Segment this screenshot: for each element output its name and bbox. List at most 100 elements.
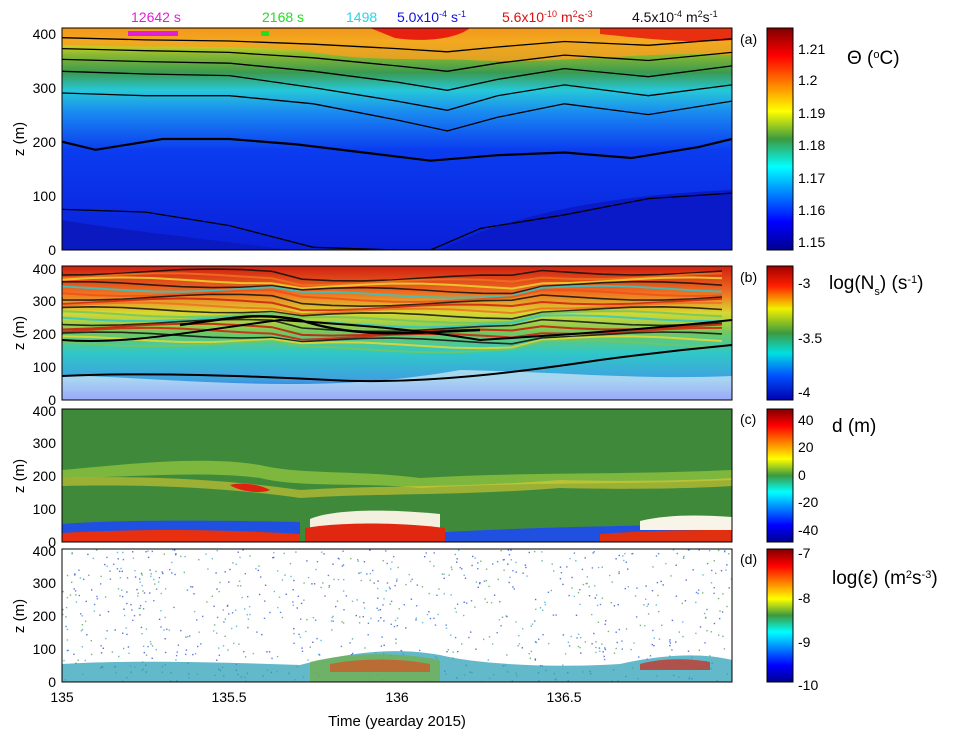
panel-d-speckle-dot <box>80 613 82 615</box>
panel-d-speckle-dot <box>580 636 582 639</box>
panel-d-speckle-dot <box>128 652 130 654</box>
colorbar-a: 1.21 1.2 1.19 1.18 1.17 1.16 1.15 Θ (oC) <box>766 27 900 251</box>
panel-d-speckle-dot <box>360 579 362 582</box>
panel-d-speckle-dot <box>660 580 662 583</box>
panel-d-speckle-dot <box>289 562 292 565</box>
panel-d-speckle-dot <box>695 591 698 594</box>
panel-d-speckle-dot <box>538 638 540 640</box>
panel-d-speckle-dot <box>382 560 384 562</box>
panel-d-speckle-dot <box>65 606 68 609</box>
panel-d-speckle-dot <box>216 588 218 590</box>
panel-d-speckle-dot <box>678 631 680 633</box>
panel-d-speckle-dot <box>603 655 605 658</box>
panel-b-stripe <box>62 331 723 345</box>
colorbar-c-label: d (m) <box>832 416 876 437</box>
panel-d-speckle-dot <box>723 648 726 650</box>
panel-d-speckle-dot <box>525 566 527 569</box>
panel-d-speckle-dot <box>338 558 340 560</box>
panel-d-speckle-dot <box>419 649 421 652</box>
panel-d-speckle-dot <box>618 571 620 573</box>
panel-d-speckle-dot <box>552 614 555 616</box>
panel-d-speckle-dot <box>84 659 86 662</box>
panel-d-speckle-dot <box>390 600 393 603</box>
panel-d-speckle-dot <box>322 582 324 584</box>
panel-d-speckle-dot <box>369 579 371 581</box>
panel-d-speckle-dot <box>710 582 713 584</box>
panel-d-speckle-dot <box>695 601 697 604</box>
panel-d-speckle-dot <box>306 560 308 562</box>
panel-d-speckle-dot <box>333 578 335 581</box>
panel-d-ylabel: z (m) <box>11 599 28 633</box>
panel-d-speckle-dot <box>224 635 226 637</box>
panel-d-speckle-dot <box>671 649 673 651</box>
panel-d-speckle-dot <box>312 641 314 643</box>
panel-d-speckle-dot <box>206 601 208 603</box>
panel-d-speckle-dot <box>429 617 432 620</box>
panel-d-speckle-dot <box>670 575 672 577</box>
panel-d-speckle-dot <box>564 653 567 655</box>
panel-d-speckle-dot <box>142 608 145 610</box>
panel-d-speckle-dot <box>534 620 536 622</box>
panel-d-speckle-dot <box>474 557 476 559</box>
panel-b-frame <box>61 265 733 401</box>
panel-d-speckle-dot <box>79 577 82 579</box>
panel-d-speckle-dot <box>723 551 726 553</box>
panel-d-speckle-dot <box>403 604 405 606</box>
panel-d-speckle-dot <box>239 556 241 559</box>
panel-d-speckle-dot <box>258 593 261 596</box>
panel-d-speckle-dot <box>320 586 322 589</box>
panel-d-speckle-dot <box>136 588 138 591</box>
panel-d-speckle-dot <box>117 558 119 560</box>
panel-d-speckle-dot <box>342 622 345 624</box>
panel-d-speckle-dot <box>106 630 108 632</box>
panel-d-speckle-dot <box>528 653 530 655</box>
x-tick-label: 136 <box>385 689 409 705</box>
panel-d-speckle-dot <box>104 563 106 566</box>
panel-c-ytick: 0 <box>48 534 56 550</box>
colorbar-c: 40 20 0 -20 -40 d (m) <box>766 408 876 543</box>
panel-d-speckle-dot <box>145 600 147 603</box>
panel-d-speckle-dot <box>385 590 387 592</box>
panel-d-speckle-dot <box>342 590 345 592</box>
duration-bar-magenta <box>128 31 178 36</box>
colorbar-b-label: log(Ns) (s-1) <box>829 273 923 298</box>
annotation-dissipation: 5.6x10-10 m2s-3 <box>502 9 593 25</box>
panel-d-speckle-dot <box>113 563 115 565</box>
panel-d-speckle-dot <box>408 573 410 576</box>
panel-d-speckle-dot <box>505 615 507 617</box>
panel-d-speckle-dot <box>722 635 724 637</box>
panel-d-speckle-dot <box>191 586 194 588</box>
panel-d-speckle-dot <box>239 585 242 587</box>
panel-d-speckle-dot <box>477 568 479 570</box>
panel-d-speckle-dot <box>535 608 537 610</box>
panel-d-speckle-dot <box>709 550 711 552</box>
panel-d-speckle-dot <box>687 650 690 652</box>
panel-d-speckle-dot <box>249 613 251 616</box>
panel-d-speckle-dot <box>498 619 501 621</box>
panel-d-speckle-dot <box>328 585 331 587</box>
panel-d-speckle-dot <box>364 607 366 609</box>
panel-d-speckle-dot <box>502 559 504 561</box>
panel-d-speckle-dot <box>705 616 707 618</box>
panel-d-speckle-dot <box>713 592 715 595</box>
panel-d-speckle-dot <box>300 602 303 605</box>
panel-d-speckle-dot <box>597 621 600 623</box>
panel-d-speckle-dot <box>661 624 663 626</box>
panel-d-speckle-dot <box>539 607 542 609</box>
panel-d-speckle-dot <box>176 651 178 653</box>
panel-d-speckle-dot <box>71 553 73 555</box>
panel-c-ylabel: z (m) <box>11 459 28 493</box>
panel-d-speckle-dot <box>81 615 83 617</box>
panel-d-speckle-dot <box>164 638 166 640</box>
colorbar-c-tick: 40 <box>798 412 814 428</box>
panel-d-speckle-dot <box>390 568 392 570</box>
panel-d-speckle-dot <box>307 659 309 661</box>
panel-d-speckle-dot <box>550 589 552 592</box>
panel-d-speckle-dot <box>386 562 388 565</box>
panel-d-speckle-dot <box>624 587 626 590</box>
panel-d-speckle-dot <box>312 617 315 619</box>
panel-d-speckle-dot <box>463 601 465 603</box>
panel-d-speckle-dot <box>669 640 671 643</box>
panel-d-speckle-dot <box>609 574 611 577</box>
panel-d-speckle-dot <box>196 619 198 621</box>
